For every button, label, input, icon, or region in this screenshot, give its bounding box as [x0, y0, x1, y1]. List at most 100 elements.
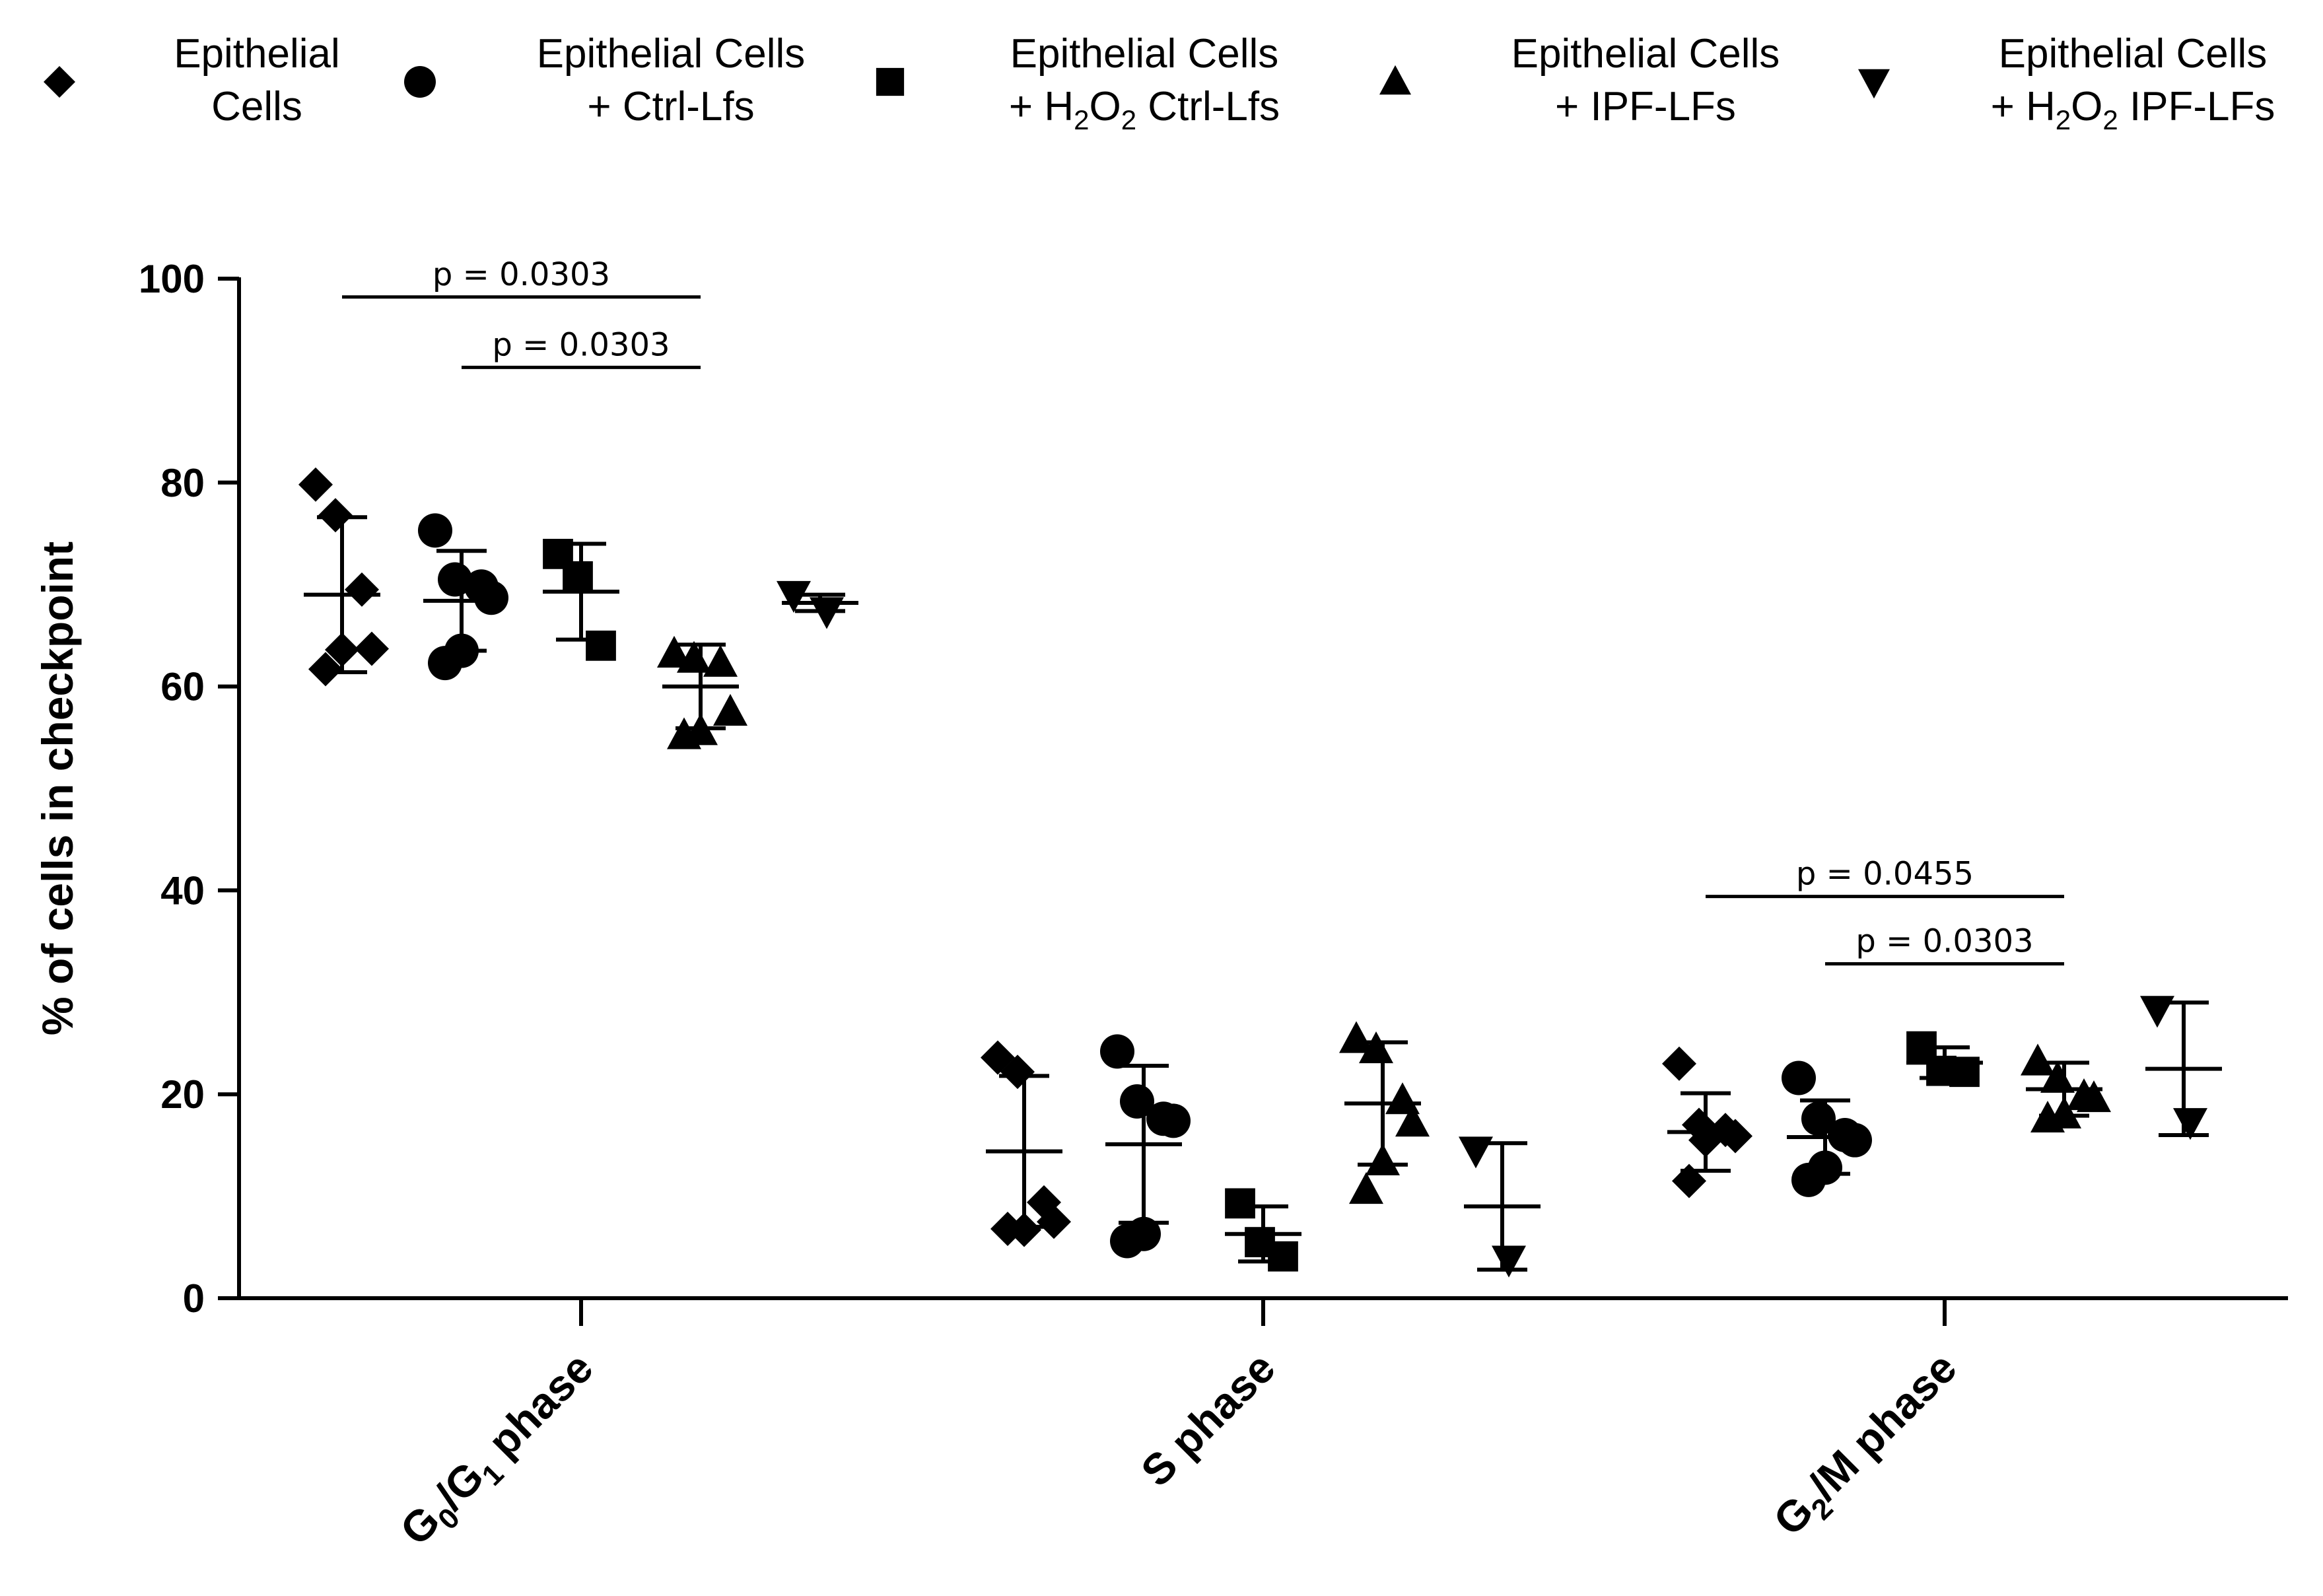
group-5-3: [2140, 996, 2222, 1140]
group-4-1: [657, 635, 747, 749]
legend-label-line1: Epithelial Cells: [1010, 31, 1279, 77]
data-point: [1366, 1143, 1400, 1175]
data-point: [1395, 1105, 1430, 1137]
data-point: [355, 631, 389, 666]
group-1-1: [298, 467, 389, 687]
significance-annotations: p = 0.0303 p = 0.0303 p = 0.0455 p = 0.0303: [342, 256, 2064, 966]
data-point: [1120, 1084, 1154, 1119]
group-3-3: [1906, 1031, 1983, 1088]
data-point: [418, 513, 452, 548]
x-tick-label: G2/M phase: [1764, 1343, 1971, 1550]
plot-area: [298, 467, 2222, 1278]
p-value-label: p = 0.0455: [1796, 856, 1974, 893]
data-point: [1838, 1123, 1872, 1158]
data-point: [428, 646, 462, 681]
data-point: [2077, 1080, 2111, 1113]
data-point: [1459, 1136, 1493, 1169]
group-4-3: [2021, 1043, 2111, 1133]
data-point: [703, 644, 738, 677]
y-tick-label: 40: [160, 868, 205, 913]
p-value-label: p = 0.0303: [1855, 923, 2033, 960]
data-point: [563, 561, 593, 592]
data-point: [318, 498, 353, 533]
y-tick-label: 80: [160, 461, 205, 505]
data-point: [810, 597, 844, 629]
legend-label-line2: Cells: [211, 84, 302, 129]
legend-label-line1: Epithelial Cells: [1999, 31, 2268, 77]
x-tick-label: G0/G1 phase: [391, 1343, 608, 1560]
data-point: [2173, 1108, 2207, 1140]
legend-marker-triangle-up-icon: [1379, 65, 1411, 95]
legend-label-line2: + Ctrl-Lfs: [587, 84, 754, 129]
data-point: [1385, 1082, 1420, 1115]
group-5-2: [1459, 1136, 1541, 1278]
data-point: [1100, 1034, 1134, 1069]
p-value-label: p = 0.0303: [492, 326, 670, 363]
group-1-3: [1662, 1046, 1752, 1198]
y-tick-label: 0: [183, 1276, 205, 1321]
data-point: [1791, 1162, 1826, 1197]
data-point: [777, 580, 811, 613]
legend-label-line2: + H2O2 Ctrl-Lfs: [1009, 84, 1280, 135]
group-3-2: [1225, 1188, 1301, 1272]
data-point: [1662, 1046, 1696, 1081]
y-tick-label: 60: [160, 665, 205, 709]
legend-item-1: Epithelial Cells: [44, 31, 340, 129]
data-point: [438, 562, 472, 597]
data-point: [2040, 1060, 2075, 1093]
legend-marker-square-icon: [876, 67, 905, 96]
legend-label-line1: Epithelial Cells: [1511, 31, 1780, 77]
y-axis-title: % of cells in checkpoint: [33, 541, 82, 1035]
data-point: [1949, 1057, 1980, 1088]
data-point: [1801, 1101, 1836, 1136]
data-point: [1000, 1055, 1035, 1090]
data-point: [2030, 1100, 2065, 1133]
group-4-2: [1339, 1021, 1430, 1204]
legend-item-2: Epithelial Cells + Ctrl-Lfs: [404, 31, 805, 129]
legend-marker-diamond-icon: [44, 66, 75, 98]
data-point: [1268, 1241, 1298, 1272]
axes: 0 20 40 60 80 100 % of cells in checkpoint G0/G…: [33, 257, 2288, 1560]
data-point: [308, 652, 343, 687]
legend-marker-triangle-down-icon: [1858, 69, 1890, 99]
data-point: [1688, 1123, 1723, 1158]
data-point: [1349, 1172, 1383, 1204]
data-point: [713, 693, 747, 726]
p-value-label: p = 0.0303: [433, 256, 610, 293]
data-point: [990, 1212, 1025, 1247]
y-tick-label: 20: [160, 1072, 205, 1117]
data-point: [1718, 1119, 1752, 1154]
legend-label-line1: Epithelial: [174, 31, 340, 77]
data-point: [1672, 1163, 1706, 1198]
data-point: [677, 641, 711, 673]
legend-label-line2: + H2O2 IPF-LFs: [1991, 84, 2275, 135]
data-point: [1359, 1031, 1393, 1064]
data-point: [1156, 1103, 1191, 1138]
legend-item-4: Epithelial Cells + IPF-LFs: [1379, 31, 1780, 129]
data-point: [2140, 996, 2174, 1028]
data-point: [1037, 1204, 1071, 1239]
data-point: [1110, 1224, 1144, 1259]
legend-label-line2: + IPF-LFs: [1555, 84, 1736, 129]
data-point: [1225, 1188, 1255, 1219]
group-3-1: [543, 539, 619, 661]
data-point: [1492, 1245, 1526, 1278]
group-2-3: [1782, 1060, 1872, 1197]
legend-marker-circle-icon: [404, 66, 436, 98]
x-tick-label: S phase: [1132, 1343, 1284, 1496]
data-point: [2021, 1043, 2055, 1076]
legend-label-line1: Epithelial Cells: [537, 31, 806, 77]
group-5-1: [777, 580, 858, 629]
legend-item-5: Epithelial Cells + H2O2 IPF-LFs: [1858, 31, 2275, 135]
data-point: [586, 630, 616, 661]
group-2-1: [418, 513, 508, 681]
data-point: [298, 467, 333, 502]
data-point: [1782, 1060, 1816, 1095]
data-point: [657, 635, 691, 668]
data-point: [667, 717, 701, 749]
legend-item-3: Epithelial Cells + H2O2 Ctrl-Lfs: [876, 31, 1280, 135]
data-point: [325, 633, 359, 668]
data-point: [345, 572, 379, 607]
y-tick-label: 100: [139, 257, 205, 301]
